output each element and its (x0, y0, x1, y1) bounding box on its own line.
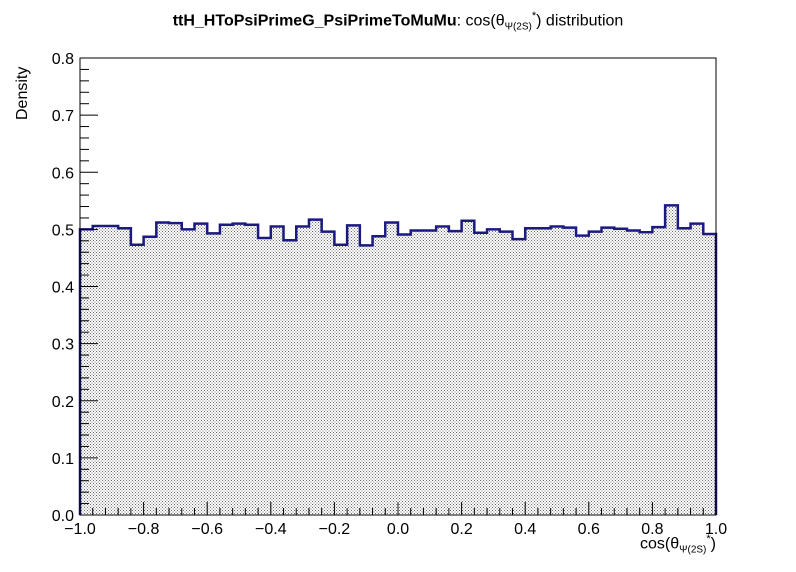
x-tick-label: −0.4 (255, 521, 287, 538)
histogram-bar (219, 224, 233, 515)
x-axis: −1.0 −0.8 −0.6 −0.4 −0.2 0.0 0.2 0.4 0.6 0.8 1.0 (64, 502, 727, 538)
histogram-bar (639, 232, 653, 515)
histogram-bar (563, 227, 577, 515)
x-tick-label: 0.0 (387, 521, 409, 538)
chart-title-sup: * (531, 10, 537, 22)
histogram-bar (461, 220, 475, 515)
x-tick-label: 0.8 (641, 521, 663, 538)
histogram-bar (118, 228, 132, 516)
histogram-bar (359, 245, 373, 515)
histogram-bar (665, 205, 679, 515)
x-tick-label: −1.0 (64, 521, 96, 538)
histogram-bar (372, 236, 386, 516)
histogram-bar (245, 224, 259, 515)
x-tick-label: 0.2 (450, 521, 472, 538)
histogram-bar (258, 237, 272, 515)
x-tick-label: −0.2 (319, 521, 351, 538)
histogram-bar (410, 230, 424, 515)
histogram-bar (614, 228, 628, 515)
x-axis-label-pre: cos(θ (640, 535, 680, 553)
x-axis-label: cos(θΨ(2S)*) (640, 533, 716, 556)
histogram-bar (550, 226, 564, 516)
histogram-bar (130, 244, 144, 515)
histogram-bar (169, 223, 183, 515)
histogram-bar (423, 230, 437, 515)
histogram-bar (448, 231, 462, 515)
x-tick-label: −0.6 (191, 521, 223, 538)
chart-title: ttH_HToPsiPrimeG_PsiPrimeToMuMu: cos(θΨ(… (0, 10, 796, 33)
histogram-bar (537, 228, 551, 516)
histogram-bar (436, 226, 450, 516)
histogram-bar (296, 226, 310, 516)
x-tick-label: 0.4 (514, 521, 536, 538)
histogram-bar (703, 233, 717, 515)
y-axis: 0.0 0.1 0.2 0.3 0.4 0.5 0.6 0.7 0.8 (52, 51, 98, 525)
histogram-bar (105, 225, 119, 515)
histogram-bar (347, 225, 361, 515)
histogram-bar (626, 230, 640, 515)
histogram-bar (499, 231, 513, 515)
y-tick-label: 0.6 (52, 165, 74, 182)
bars-layer (80, 205, 717, 516)
x-axis-label-post: ) (710, 535, 716, 553)
x-tick-label: 0.6 (578, 521, 600, 538)
x-axis-label-sub: Ψ(2S) (679, 544, 707, 556)
y-tick-label: 0.0 (52, 508, 74, 525)
histogram-bar (143, 236, 157, 515)
histogram-bar (270, 226, 284, 516)
histogram-bar (92, 225, 106, 515)
chart-title-main: ttH_HToPsiPrimeG_PsiPrimeToMuMu (172, 12, 457, 30)
y-axis-label: Density (14, 66, 31, 120)
histogram-bar (525, 228, 539, 516)
x-tick-label: 1.0 (705, 521, 727, 538)
histogram-bar (576, 235, 590, 515)
histogram-bar (80, 229, 94, 515)
histogram-bar (690, 223, 704, 515)
y-tick-label: 0.1 (52, 451, 74, 468)
histogram-bar (207, 233, 221, 515)
histogram-bar (512, 239, 526, 515)
chart-title-sub: Ψ(2S) (504, 21, 532, 33)
y-tick-label: 0.5 (52, 222, 74, 239)
x-tick-label: −0.8 (128, 521, 160, 538)
histogram-bar (321, 231, 335, 515)
histogram-bar (156, 222, 170, 515)
histogram-bar (194, 223, 208, 515)
x-axis-label-sup: * (706, 533, 711, 545)
chart-title-suffix-post: ) distribution (536, 12, 624, 30)
histogram-bar (677, 228, 691, 516)
histogram-bar (334, 244, 348, 515)
histogram-outline (78, 204, 718, 515)
histogram-bar (601, 227, 615, 515)
histogram-bar (474, 232, 488, 516)
histogram-bar (652, 227, 666, 515)
histogram-bar (181, 229, 195, 515)
y-tick-label: 0.4 (52, 280, 74, 297)
y-tick-label: 0.3 (52, 337, 74, 354)
histogram-bar (588, 231, 602, 515)
y-tick-label: 0.7 (52, 108, 74, 125)
histogram-bar (232, 223, 246, 515)
histogram-bar (283, 240, 297, 515)
histogram-bar (385, 222, 399, 515)
histogram-bar (398, 234, 412, 516)
histogram-bar (308, 219, 322, 515)
y-tick-label: 0.2 (52, 394, 74, 411)
histogram-bar (487, 229, 501, 515)
y-tick-label: 0.8 (52, 51, 74, 68)
chart-title-suffix-pre: : cos(θ (456, 12, 505, 30)
